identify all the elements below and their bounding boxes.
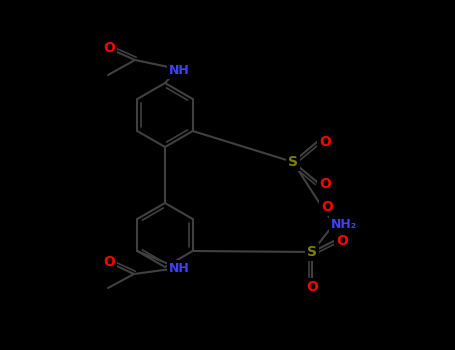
Text: O: O: [103, 255, 115, 269]
Text: O: O: [319, 135, 331, 149]
Text: NH: NH: [169, 262, 189, 275]
Text: S: S: [307, 245, 317, 259]
Text: O: O: [306, 280, 318, 294]
Text: O: O: [321, 200, 333, 214]
Text: NH: NH: [169, 63, 189, 77]
Text: O: O: [319, 177, 331, 191]
Text: O: O: [103, 41, 115, 55]
Text: S: S: [288, 155, 298, 169]
Text: O: O: [336, 234, 348, 248]
Text: NH₂: NH₂: [331, 217, 357, 231]
